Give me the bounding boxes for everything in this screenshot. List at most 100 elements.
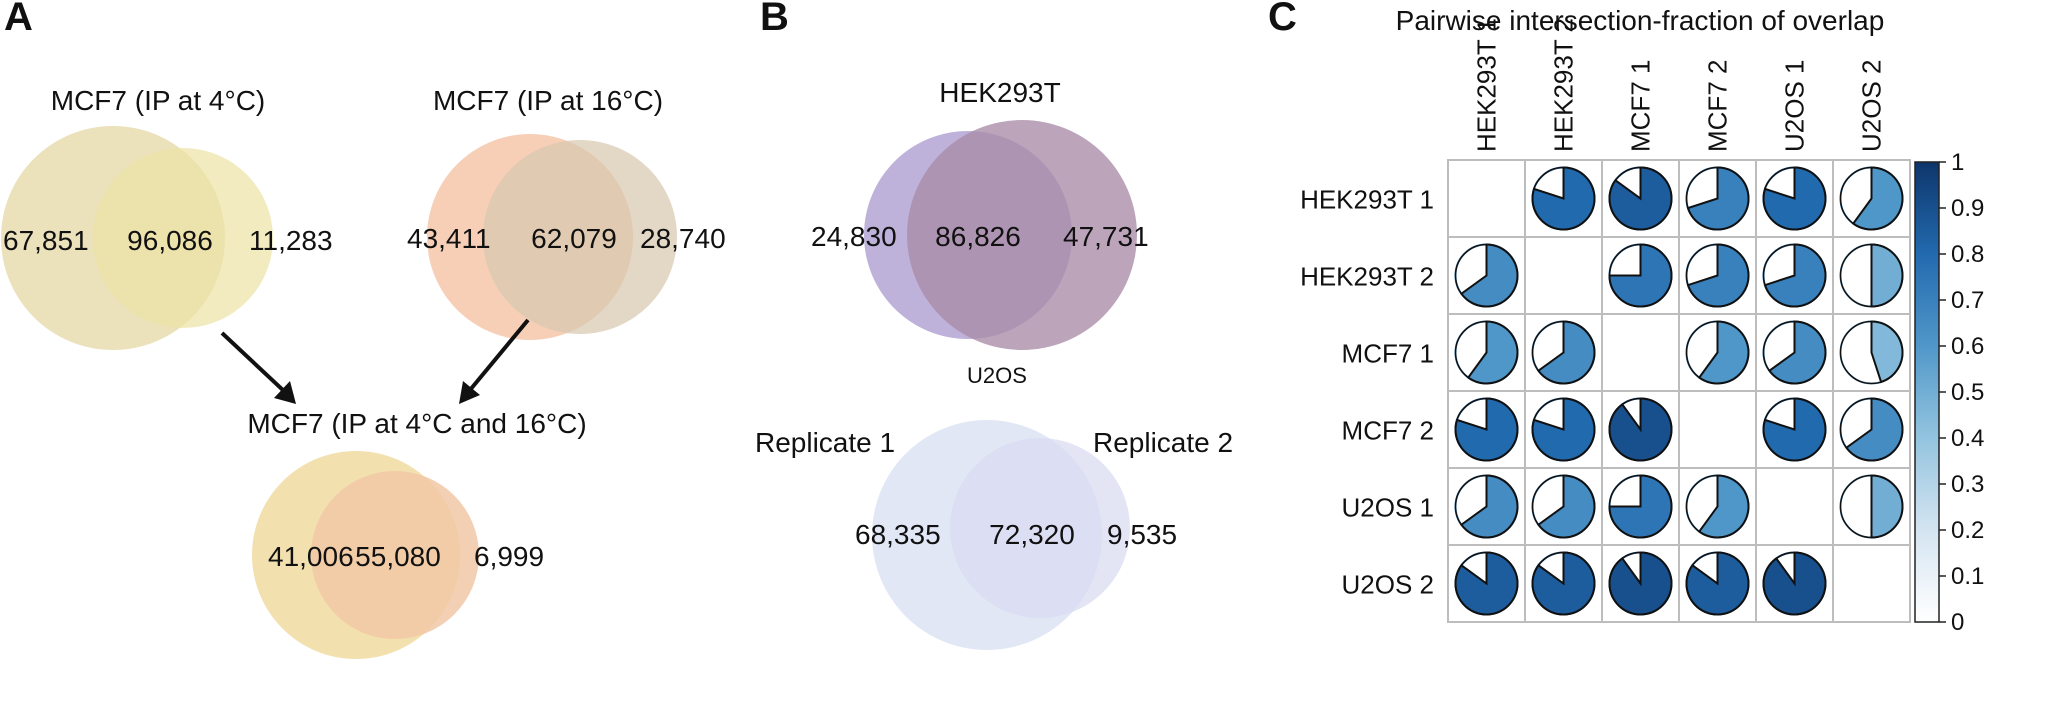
- pie-outline: [1531, 320, 1596, 385]
- venn-u2os-left-count: 68,335: [855, 519, 941, 550]
- colorbar-gradient: [1914, 161, 1940, 623]
- pie-outline: [1762, 243, 1827, 308]
- venn-u2os-replicate-1-label: Replicate 1: [755, 427, 895, 458]
- venn-mcf7-16c: MCF7 (IP at 16°C) 43,411 62,079 28,740: [407, 85, 726, 340]
- pie-outline: [1608, 397, 1673, 462]
- venn-combined-right-circle: [311, 471, 479, 639]
- venn-u2os-right-circle: [950, 438, 1130, 618]
- matrix-col-label: HEK293T 1: [1472, 18, 1502, 152]
- pie-outline: [1608, 243, 1673, 308]
- panel-b-letter: B: [760, 0, 789, 39]
- venn-mcf7-4c-overlap-count: 96,086: [127, 225, 213, 256]
- arrow-right-line: [468, 318, 530, 392]
- venn-u2os-title: U2OS: [967, 363, 1027, 388]
- colorbar-tick-label: 0.3: [1951, 471, 1984, 498]
- venn-u2os-right-count: 9,535: [1107, 519, 1177, 550]
- venn-hek-right-circle: [907, 120, 1137, 350]
- pie-outline: [1454, 397, 1519, 462]
- venn-hek-overlap-count: 86,826: [935, 221, 1021, 252]
- pie-outline: [1839, 320, 1904, 385]
- matrix-col-label: U2OS 1: [1780, 60, 1810, 153]
- arrow-left-head: [274, 381, 296, 404]
- panel-a-letter: A: [4, 0, 33, 39]
- venn-hek-right-count: 47,731: [1063, 221, 1149, 252]
- venn-mcf7-16c-overlap-count: 62,079: [531, 223, 617, 254]
- venn-u2os-overlap-count: 72,320: [989, 519, 1075, 550]
- pie-outline: [1531, 397, 1596, 462]
- venn-mcf7-4c-right-count: 11,283: [249, 225, 333, 256]
- pie-outline: [1454, 243, 1519, 308]
- colorbar-tick-label: 0.6: [1951, 333, 1984, 360]
- colorbar-tick-label: 0.7: [1951, 287, 1984, 314]
- pie-outline: [1762, 320, 1827, 385]
- pie-outline: [1762, 551, 1827, 616]
- colorbar-tick-label: 0.9: [1951, 195, 1984, 222]
- venn-u2os: U2OS Replicate 1 Replicate 2 68,335 72,3…: [755, 363, 1233, 650]
- matrix-col-label: U2OS 2: [1857, 60, 1887, 153]
- colorbar: 0 0.1 0.2 0.3 0.4 0.5 0.6 0.7 0.8 0.9 1: [1914, 149, 1984, 636]
- arrow-right-head: [459, 381, 480, 404]
- matrix-row-label: MCF7 2: [1342, 416, 1434, 446]
- panel-c-letter: C: [1268, 0, 1297, 39]
- pie-outline: [1608, 551, 1673, 616]
- pie-outline: [1839, 397, 1904, 462]
- venn-combined-right-count: 6,999: [474, 541, 544, 572]
- matrix-col-label: HEK293T 2: [1549, 18, 1579, 152]
- overlap-matrix: HEK293T 1 HEK293T 2 MCF7 1 MCF7 2 U2OS 1 U2OS…: [1300, 18, 1911, 623]
- pie-outline: [1608, 166, 1673, 231]
- venn-mcf7-4c-left-count: 67,851: [3, 225, 89, 256]
- venn-hek-left-count: 24,830: [811, 221, 897, 252]
- pie-outline: [1685, 551, 1750, 616]
- pie-outline: [1685, 243, 1750, 308]
- pie-outline: [1762, 397, 1827, 462]
- arrow-left-line: [220, 331, 287, 394]
- colorbar-tick-label: 0.2: [1951, 517, 1984, 544]
- pie-outline: [1685, 166, 1750, 231]
- venn-mcf7-16c-title: MCF7 (IP at 16°C): [433, 85, 663, 116]
- pie-outline: [1762, 166, 1827, 231]
- matrix-col-label: MCF7 2: [1703, 60, 1733, 152]
- venn-mcf7-4c-right-circle: [93, 148, 273, 328]
- venn-u2os-replicate-2-label: Replicate 2: [1093, 427, 1233, 458]
- pie-outline: [1454, 320, 1519, 385]
- pie-outline: [1608, 474, 1673, 539]
- venn-combined-overlap-count: 55,080: [355, 541, 441, 572]
- pie-outline: [1454, 551, 1519, 616]
- venn-mcf7-combined-title: MCF7 (IP at 4°C and 16°C): [247, 408, 586, 439]
- pie-outline: [1531, 551, 1596, 616]
- pie-outline: [1531, 474, 1596, 539]
- pie-slice: [1870, 474, 1904, 539]
- pie-outline: [1531, 166, 1596, 231]
- colorbar-tick-label: 0.5: [1951, 379, 1984, 406]
- matrix-row-label: MCF7 1: [1342, 339, 1434, 369]
- venn-mcf7-4c-title: MCF7 (IP at 4°C): [51, 85, 266, 116]
- matrix-title: Pairwise intersection-fraction of overla…: [1396, 5, 1885, 36]
- venn-hek293t-title: HEK293T: [939, 77, 1060, 108]
- pie-slice: [1870, 243, 1904, 308]
- colorbar-tick-label: 1: [1951, 149, 1964, 176]
- venn-mcf7-4c: MCF7 (IP at 4°C) 67,851 96,086 11,283: [1, 85, 333, 350]
- pie-outline: [1839, 474, 1904, 539]
- pie-outline: [1839, 166, 1904, 231]
- venn-combined-left-count: 41,006: [268, 541, 354, 572]
- matrix-row-label: U2OS 2: [1342, 570, 1435, 600]
- venn-mcf7-16c-right-count: 28,740: [640, 223, 726, 254]
- colorbar-tick-label: 0.8: [1951, 241, 1984, 268]
- venn-hek293t: HEK293T 24,830 86,826 47,731: [811, 77, 1149, 350]
- venn-mcf7-16c-left-count: 43,411: [407, 223, 491, 254]
- matrix-row-label: U2OS 1: [1342, 493, 1435, 523]
- colorbar-tick-label: 0: [1951, 609, 1964, 636]
- pie-outline: [1685, 320, 1750, 385]
- venn-mcf7-combined: MCF7 (IP at 4°C and 16°C) 41,006 55,080 …: [247, 408, 587, 659]
- pie-outline: [1839, 243, 1904, 308]
- matrix-col-label: MCF7 1: [1626, 60, 1656, 152]
- panel-a-arrows: [220, 318, 530, 404]
- pie-outline: [1454, 474, 1519, 539]
- matrix-row-label: HEK293T 1: [1300, 185, 1434, 215]
- colorbar-tick-label: 0.1: [1951, 563, 1984, 590]
- pie-outline: [1685, 474, 1750, 539]
- venn-mcf7-16c-right-circle: [483, 140, 677, 334]
- colorbar-tick-label: 0.4: [1951, 425, 1984, 452]
- matrix-row-label: HEK293T 2: [1300, 262, 1434, 292]
